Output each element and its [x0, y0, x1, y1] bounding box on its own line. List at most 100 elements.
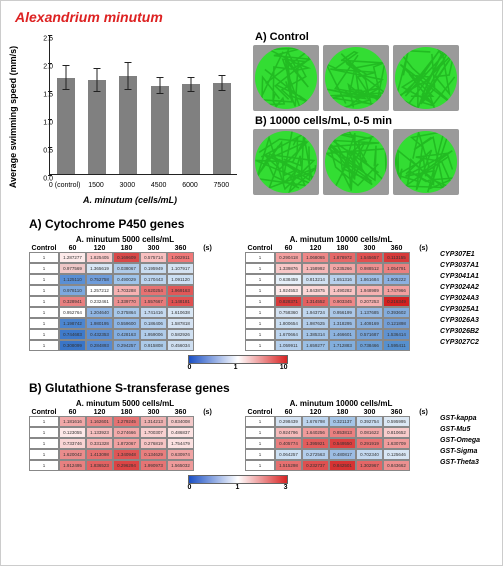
heat-col-header: 300 — [140, 245, 167, 252]
heat-cell: 0.638459 — [275, 274, 302, 285]
circle-panels: A) Control B) 10000 cells/mL, 0-5 min — [253, 27, 488, 207]
scale-b-labels: 0 1 3 — [188, 484, 288, 491]
heat-cell: 1.314552 — [302, 296, 329, 307]
heat-row-label: CYP3027C2 — [437, 337, 493, 348]
heatmap-b-block: A. minutum 5000 cells/mLControl601201803… — [1, 399, 502, 471]
heat-cell: 0.744683 — [59, 329, 86, 340]
heat-cell: 0.308099 — [59, 340, 86, 351]
heat-col-header: 360 — [167, 245, 194, 252]
xtick-label: 6000 — [182, 182, 198, 189]
heat-cell: 1.107917 — [167, 263, 194, 274]
heat-cell: 1.287277 — [59, 252, 86, 263]
heat-cell: 1.302967 — [356, 460, 383, 471]
heat-cell: 0.915808 — [140, 340, 167, 351]
heat-cell: 1 — [245, 427, 275, 438]
heat-cell: 1.741416 — [140, 307, 167, 318]
heat-cell: 1 — [245, 285, 275, 296]
heat-cell: 1 — [245, 263, 275, 274]
scale-b-min: 0 — [188, 484, 192, 491]
heat-row-label: CYP3024A3 — [437, 293, 493, 304]
heat-cell: 0.121898 — [383, 318, 410, 329]
heat-cell: 0.956199 — [329, 307, 356, 318]
ytick-label: 1.0 — [43, 120, 53, 127]
heat-cell: 1.754479 — [167, 438, 194, 449]
heat-cell: 0.081622 — [356, 427, 383, 438]
heat-cell: 0.272563 — [302, 449, 329, 460]
heat-col-title: A. minutum 10000 cells/mL — [245, 235, 437, 244]
heat-cell: 1 — [245, 449, 275, 460]
heat-cell: 1.279245 — [113, 416, 140, 427]
bar-chart: Average swimming speed (mm/s) A. minutum… — [15, 27, 245, 207]
heat-cell: 1 — [245, 296, 275, 307]
panel-a-row — [253, 45, 488, 111]
heat-row-label: GST-kappa — [437, 413, 493, 424]
scale-b-max: 3 — [284, 484, 288, 491]
bar — [213, 83, 231, 174]
heat-row-label: CYP3041A1 — [437, 271, 493, 282]
heat-cell: 0.903345 — [329, 296, 356, 307]
scale-b-bar — [188, 475, 288, 484]
heatmap-a-rowlabels: CYP307E1CYP3037A1CYP3041A1CYP3024A2CYP30… — [437, 249, 493, 351]
heat-cell: 0.331328 — [86, 438, 113, 449]
heat-col-header: 300 — [356, 409, 383, 416]
heat-cell: 0.978110 — [59, 285, 86, 296]
heat-cell: 1.948989 — [356, 285, 383, 296]
heat-col-header: 360 — [383, 409, 410, 416]
heat-cell: 0.169609 — [113, 252, 140, 263]
heat-cell: 1.340948 — [113, 449, 140, 460]
ytick-label: 2.5 — [43, 36, 53, 43]
heat-cell: 1 — [245, 307, 275, 318]
heat-cell: 1.912495 — [59, 460, 86, 471]
heat-col-header: 60 — [275, 245, 302, 252]
heat-cell: 0.405774 — [275, 438, 302, 449]
heat-cell: 0.834008 — [167, 416, 194, 427]
xtick-label: 0 (control) — [49, 182, 81, 189]
xtick-label: 4500 — [151, 182, 167, 189]
heat-cell: 0.298439 — [275, 416, 302, 427]
heat-cell: 1.490282 — [329, 285, 356, 296]
heat-cell: 1.659277 — [302, 340, 329, 351]
heat-cell: 1.959006 — [140, 329, 167, 340]
heat-col-header: (s) — [410, 245, 437, 252]
heat-cell: 0.284893 — [86, 340, 113, 351]
heat-cell: 1.800654 — [275, 318, 302, 329]
heat-cell: 1.536414 — [383, 329, 410, 340]
heat-cell: 0.123055 — [59, 427, 86, 438]
heat-cell: 1.861684 — [356, 274, 383, 285]
heat-cell: 0.216349 — [383, 296, 410, 307]
heat-cell: 1 — [29, 460, 59, 471]
heat-cell: 1.587818 — [167, 318, 194, 329]
figure-title: Alexandrium minutum — [1, 1, 502, 27]
scale-a-min: 0 — [188, 364, 192, 371]
heat-cell: 1.204640 — [86, 307, 113, 318]
heat-cell: 1 — [245, 416, 275, 427]
heat-cell: 0.630974 — [167, 449, 194, 460]
heat-cell: 0.328941 — [59, 296, 86, 307]
scale-a-max: 10 — [280, 364, 288, 371]
scale-a-mid: 1 — [234, 364, 238, 371]
ytick-label: 0.5 — [43, 148, 53, 155]
heat-cell: 1.466601 — [329, 329, 356, 340]
heat-row-label: CYP3026A3 — [437, 315, 493, 326]
heat-cell: 1.318295 — [329, 318, 356, 329]
heat-cell: 1.703288 — [113, 285, 140, 296]
heat-cell: 0.486837 — [167, 427, 194, 438]
ytick-label: 1.5 — [43, 92, 53, 99]
heat-cell: 0.988512 — [356, 263, 383, 274]
heat-cell: 1 — [29, 307, 59, 318]
heat-col-title: A. minutum 5000 cells/mL — [29, 235, 221, 244]
heat-cell: 1 — [245, 318, 275, 329]
heat-col-header: (s) — [410, 409, 437, 416]
heat-cell: 0.294257 — [113, 340, 140, 351]
heat-cell: 0.113155 — [383, 252, 410, 263]
x-axis-label: A. minutum (cells/mL) — [83, 195, 177, 205]
heat-cell: 1 — [29, 285, 59, 296]
bar — [119, 76, 137, 174]
heat-cell: 0.274666 — [113, 427, 140, 438]
heat-cell: 1.878972 — [329, 252, 356, 263]
heat-cell: 1.651316 — [329, 274, 356, 285]
heat-cell: 0.375864 — [113, 307, 140, 318]
heat-col-title: A. minutum 5000 cells/mL — [29, 399, 221, 408]
heat-cell: 1.181616 — [59, 416, 86, 427]
heat-row-label: CYP307E1 — [437, 249, 493, 260]
